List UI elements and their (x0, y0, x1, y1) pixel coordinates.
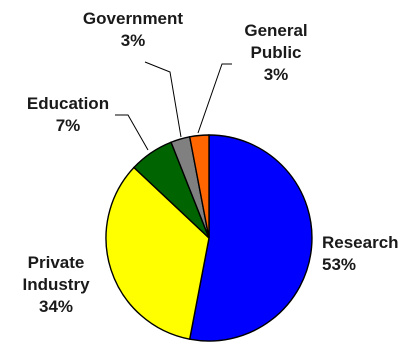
leader-lines (115, 61, 232, 151)
slice-label-private-industry: Private Industry 34% (22, 253, 90, 316)
slice-name-education: Education (27, 94, 109, 113)
slice-name-general-public: General (244, 21, 307, 40)
slice-name-government: Government (83, 9, 183, 28)
pie-slice-private-industry (105, 166, 210, 340)
slice-label-research: Research 53% (322, 233, 399, 274)
slice-value-private-industry: 34% (39, 297, 73, 316)
leader-line-education (115, 114, 149, 151)
slice-name-general-public: Public (250, 43, 301, 62)
slice-name-private-industry: Private (28, 253, 85, 272)
leader-line-government (144, 61, 182, 138)
slice-label-education: Education 7% (27, 94, 109, 135)
pie-slice-research (188, 134, 313, 342)
slice-value-education: 7% (56, 116, 81, 135)
slice-value-research: 53% (322, 255, 356, 274)
slice-name-private-industry: Industry (22, 275, 90, 294)
pie-slice-general-public (188, 134, 210, 239)
leader-line-general-public (197, 63, 232, 134)
slice-label-government: Government 3% (83, 9, 183, 50)
slice-name-research: Research (322, 233, 399, 252)
pie-slices (105, 134, 313, 342)
slice-labels: Research 53% Private Industry 34% Education 7%… (22, 9, 398, 316)
slice-value-general-public: 3% (264, 65, 289, 84)
slice-label-general-public: General Public 3% (244, 21, 307, 84)
slice-value-government: 3% (121, 31, 146, 50)
